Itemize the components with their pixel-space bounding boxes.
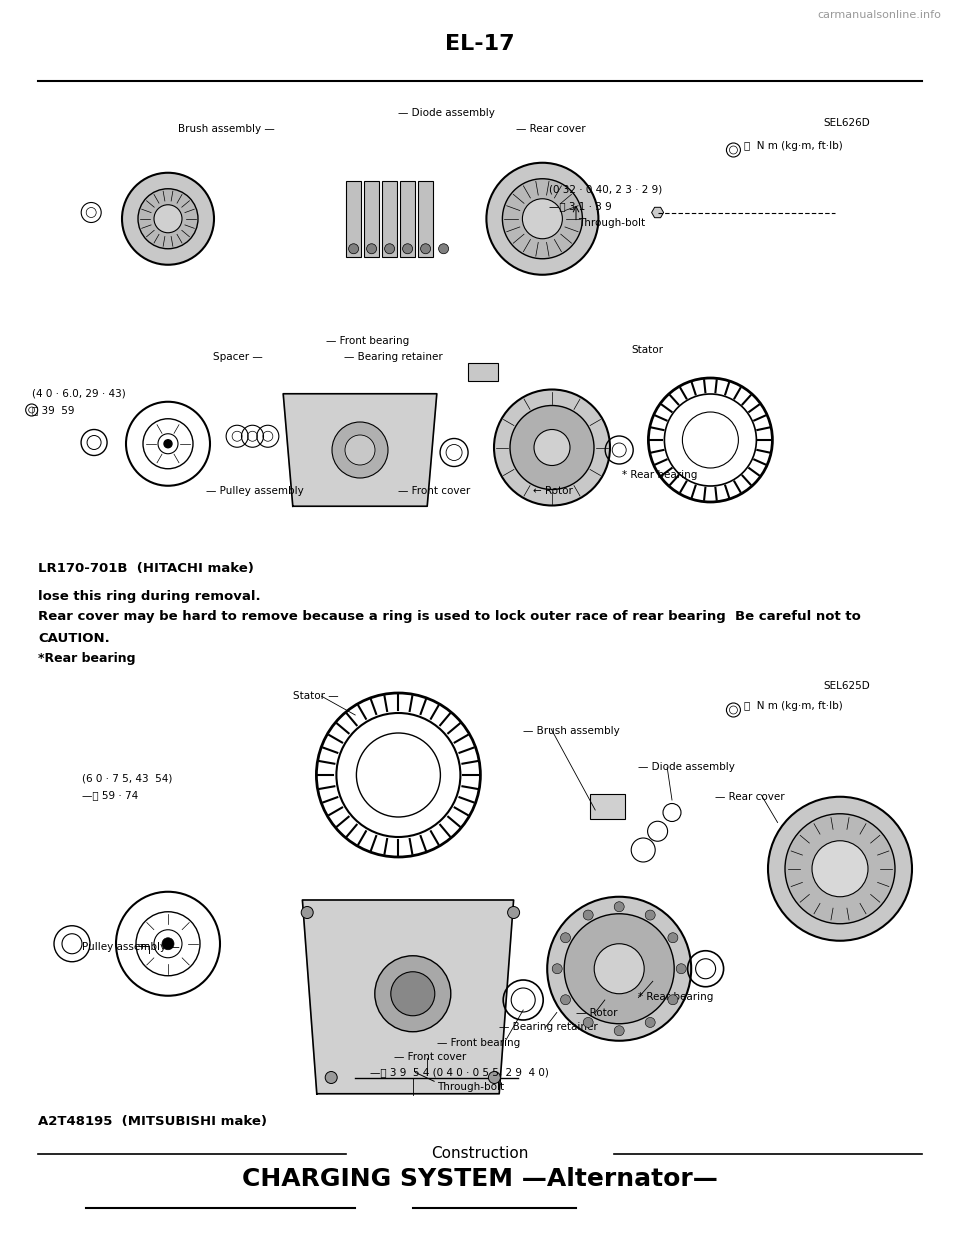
Text: Rear cover may be hard to remove because a ring is used to lock outer race of re: Rear cover may be hard to remove because… <box>38 610 861 622</box>
Bar <box>468 364 498 381</box>
Text: — Rotor: — Rotor <box>576 1008 617 1018</box>
Text: — Front cover: — Front cover <box>398 486 470 496</box>
Circle shape <box>510 405 594 490</box>
Circle shape <box>301 906 313 919</box>
Text: EL-17: EL-17 <box>445 34 515 54</box>
Text: — Bearing retainer: — Bearing retainer <box>499 1022 598 1032</box>
Text: — Front bearing: — Front bearing <box>437 1038 520 1048</box>
Text: Stator: Stator <box>632 345 663 355</box>
Circle shape <box>162 938 174 950</box>
Text: ← Rotor: ← Rotor <box>533 486 573 496</box>
Circle shape <box>785 814 895 924</box>
Bar <box>364 181 378 256</box>
Text: Through-bolt: Through-bolt <box>578 217 645 227</box>
Text: SEL625D: SEL625D <box>824 681 871 691</box>
Circle shape <box>645 1017 655 1028</box>
Circle shape <box>138 189 198 249</box>
Circle shape <box>614 1026 624 1036</box>
Circle shape <box>420 244 431 254</box>
Text: *Rear bearing: *Rear bearing <box>38 652 136 665</box>
Circle shape <box>487 162 598 275</box>
Circle shape <box>385 244 395 254</box>
Text: LR170-701B  (HITACHI make): LR170-701B (HITACHI make) <box>38 562 254 575</box>
Circle shape <box>552 964 563 974</box>
Circle shape <box>508 906 519 919</box>
Text: lose this ring during removal.: lose this ring during removal. <box>38 590 261 602</box>
Circle shape <box>561 932 570 942</box>
Bar <box>381 181 396 256</box>
Circle shape <box>768 796 912 941</box>
Text: — Rear cover: — Rear cover <box>516 124 587 134</box>
Circle shape <box>332 422 388 478</box>
Circle shape <box>594 944 644 994</box>
Circle shape <box>676 964 686 974</box>
Bar <box>590 794 625 819</box>
Text: CAUTION.: CAUTION. <box>38 632 110 645</box>
Text: —ⓣ 3 1 · 3 9: —ⓣ 3 1 · 3 9 <box>549 201 612 211</box>
Text: Construction: Construction <box>431 1146 529 1161</box>
Circle shape <box>367 244 376 254</box>
Text: (0 32 · 0 40, 2 3 · 2 9): (0 32 · 0 40, 2 3 · 2 9) <box>549 185 662 195</box>
Text: carmanualsonline.info: carmanualsonline.info <box>817 10 941 20</box>
Text: — Rear cover: — Rear cover <box>715 792 785 802</box>
Text: —ⓣ 59 · 74: —ⓣ 59 · 74 <box>82 790 138 800</box>
Circle shape <box>534 430 570 465</box>
Bar <box>399 181 415 256</box>
Text: CHARGING SYSTEM —Alternator—: CHARGING SYSTEM —Alternator— <box>242 1166 718 1191</box>
Text: ⓣ 39  59: ⓣ 39 59 <box>32 405 74 415</box>
Circle shape <box>614 901 624 911</box>
Circle shape <box>561 995 570 1005</box>
Text: — Diode assembly: — Diode assembly <box>398 107 495 118</box>
Circle shape <box>402 244 413 254</box>
Circle shape <box>489 1071 500 1084</box>
Circle shape <box>325 1071 337 1084</box>
Circle shape <box>547 896 691 1041</box>
Circle shape <box>154 205 182 232</box>
Text: — Front cover: — Front cover <box>394 1052 466 1062</box>
Circle shape <box>564 914 674 1024</box>
Polygon shape <box>302 900 514 1094</box>
Bar <box>418 181 433 256</box>
Polygon shape <box>283 394 437 506</box>
Circle shape <box>584 1017 593 1028</box>
Circle shape <box>345 435 375 465</box>
Text: — Front bearing: — Front bearing <box>326 336 410 346</box>
Circle shape <box>668 932 678 942</box>
Circle shape <box>348 244 359 254</box>
Bar <box>346 181 361 256</box>
Text: Brush assembly —: Brush assembly — <box>178 124 275 134</box>
Circle shape <box>374 956 451 1031</box>
Circle shape <box>812 841 868 896</box>
Text: ⓣ  N m (kg·m, ft·lb): ⓣ N m (kg·m, ft·lb) <box>744 701 843 711</box>
Circle shape <box>391 971 435 1016</box>
Text: — Brush assembly: — Brush assembly <box>523 726 620 736</box>
Text: * Rear bearing: * Rear bearing <box>638 992 714 1002</box>
Text: (4 0 · 6.0, 29 · 43): (4 0 · 6.0, 29 · 43) <box>32 389 126 399</box>
Text: Stator —: Stator — <box>293 691 339 701</box>
Text: * Rear bearing: * Rear bearing <box>622 470 698 480</box>
Circle shape <box>164 440 172 448</box>
Circle shape <box>522 199 563 239</box>
Circle shape <box>439 244 448 254</box>
Circle shape <box>668 995 678 1005</box>
Text: ⓣ  N m (kg·m, ft·lb): ⓣ N m (kg·m, ft·lb) <box>744 141 843 151</box>
Circle shape <box>645 910 655 920</box>
Circle shape <box>584 910 593 920</box>
Text: — Diode assembly: — Diode assembly <box>638 762 735 772</box>
Text: Pulley assembly —: Pulley assembly — <box>82 942 180 952</box>
Text: A2T48195  (MITSUBISHI make): A2T48195 (MITSUBISHI make) <box>38 1115 268 1128</box>
Circle shape <box>494 390 610 505</box>
Text: — Pulley assembly: — Pulley assembly <box>206 486 304 496</box>
Text: — Bearing retainer: — Bearing retainer <box>344 352 443 362</box>
Text: Spacer —: Spacer — <box>213 352 263 362</box>
Text: (6 0 · 7 5, 43  54): (6 0 · 7 5, 43 54) <box>82 774 172 784</box>
Circle shape <box>502 179 583 259</box>
Text: Through-bolt: Through-bolt <box>437 1082 504 1092</box>
Text: —ⓣ 3 9  5 4 (0 4 0 · 0 5 5, 2 9  4 0): —ⓣ 3 9 5 4 (0 4 0 · 0 5 5, 2 9 4 0) <box>370 1068 548 1078</box>
Text: SEL626D: SEL626D <box>824 118 871 127</box>
Circle shape <box>122 173 214 265</box>
